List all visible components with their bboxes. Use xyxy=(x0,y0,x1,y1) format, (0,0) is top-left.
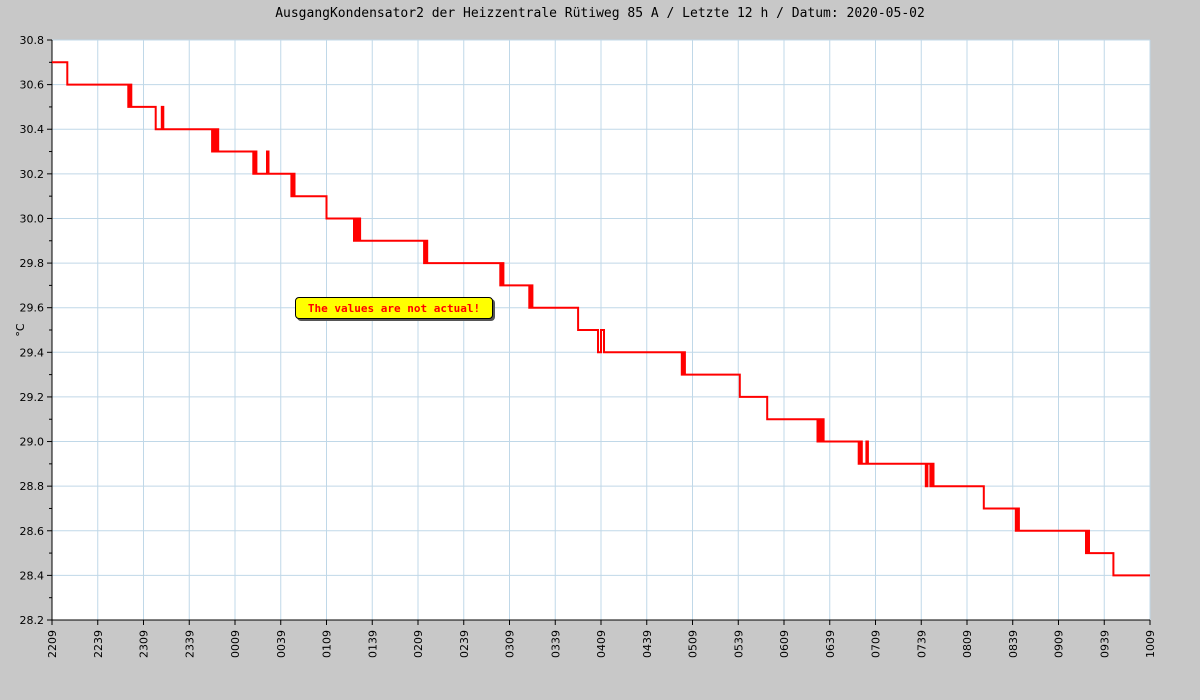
chart-title: AusgangKondensator2 der Heizzentrale Rüt… xyxy=(275,6,925,21)
y-tick-label: 29.4 xyxy=(20,346,45,359)
y-tick-label: 28.8 xyxy=(20,480,45,493)
x-tick-label: 1009 xyxy=(1144,630,1157,658)
x-tick-label: 0709 xyxy=(870,630,883,658)
x-tick-label: 0609 xyxy=(778,630,791,658)
x-tick-label: 0439 xyxy=(641,630,654,658)
axes: 28.2 28.4 28.6 28.8 29.0 29.2 29.4 29.6 29.8 30.0… xyxy=(20,34,1158,658)
y-tick-label: 30.2 xyxy=(20,168,45,181)
x-tick-label: 2339 xyxy=(183,630,196,658)
x-tick-label: 0009 xyxy=(229,630,242,658)
y-tick-label: 29.8 xyxy=(20,257,45,270)
x-tick-label: 0239 xyxy=(458,630,471,658)
y-tick-label: 28.2 xyxy=(20,614,45,627)
x-tick-label: 0509 xyxy=(687,630,700,658)
x-tick-label: 0109 xyxy=(321,630,334,658)
y-tick-label: 30.4 xyxy=(20,123,45,136)
x-tick-label: 0209 xyxy=(412,630,425,658)
x-tick-label: 0309 xyxy=(504,630,517,658)
x-tick-label: 2209 xyxy=(46,630,59,658)
x-tick-label: 0409 xyxy=(595,630,608,658)
x-tick-label: 0909 xyxy=(1053,630,1066,658)
x-tick-label: 0639 xyxy=(824,630,837,658)
x-tick-label: 0039 xyxy=(275,630,288,658)
y-tick-label: 29.6 xyxy=(20,302,45,315)
series-layer xyxy=(52,61,1150,577)
x-tick-label: 0139 xyxy=(366,630,379,658)
x-tick-label: 2239 xyxy=(92,630,105,658)
x-tick-label: 0539 xyxy=(732,630,745,658)
x-tick-label: 0739 xyxy=(915,630,928,658)
x-tick-label: 0939 xyxy=(1098,630,1111,658)
y-tick-label: 29.0 xyxy=(20,436,45,449)
x-tick-label: 0339 xyxy=(549,630,562,658)
x-tick-label: 2309 xyxy=(138,630,151,658)
y-tick-label: 28.6 xyxy=(20,525,45,538)
not-actual-warning-badge: The values are not actual! xyxy=(295,297,493,319)
y-tick-label: 30.6 xyxy=(20,79,45,92)
y-tick-label: 30.0 xyxy=(20,212,45,225)
y-axis-label: °C xyxy=(14,323,27,337)
y-tick-label: 28.4 xyxy=(20,569,45,582)
y-tick-label: 29.2 xyxy=(20,391,45,404)
y-tick-label: 30.8 xyxy=(20,34,45,47)
x-tick-label: 0839 xyxy=(1007,630,1020,658)
x-tick-label: 0809 xyxy=(961,630,974,658)
series-line-temperature xyxy=(52,61,1150,577)
